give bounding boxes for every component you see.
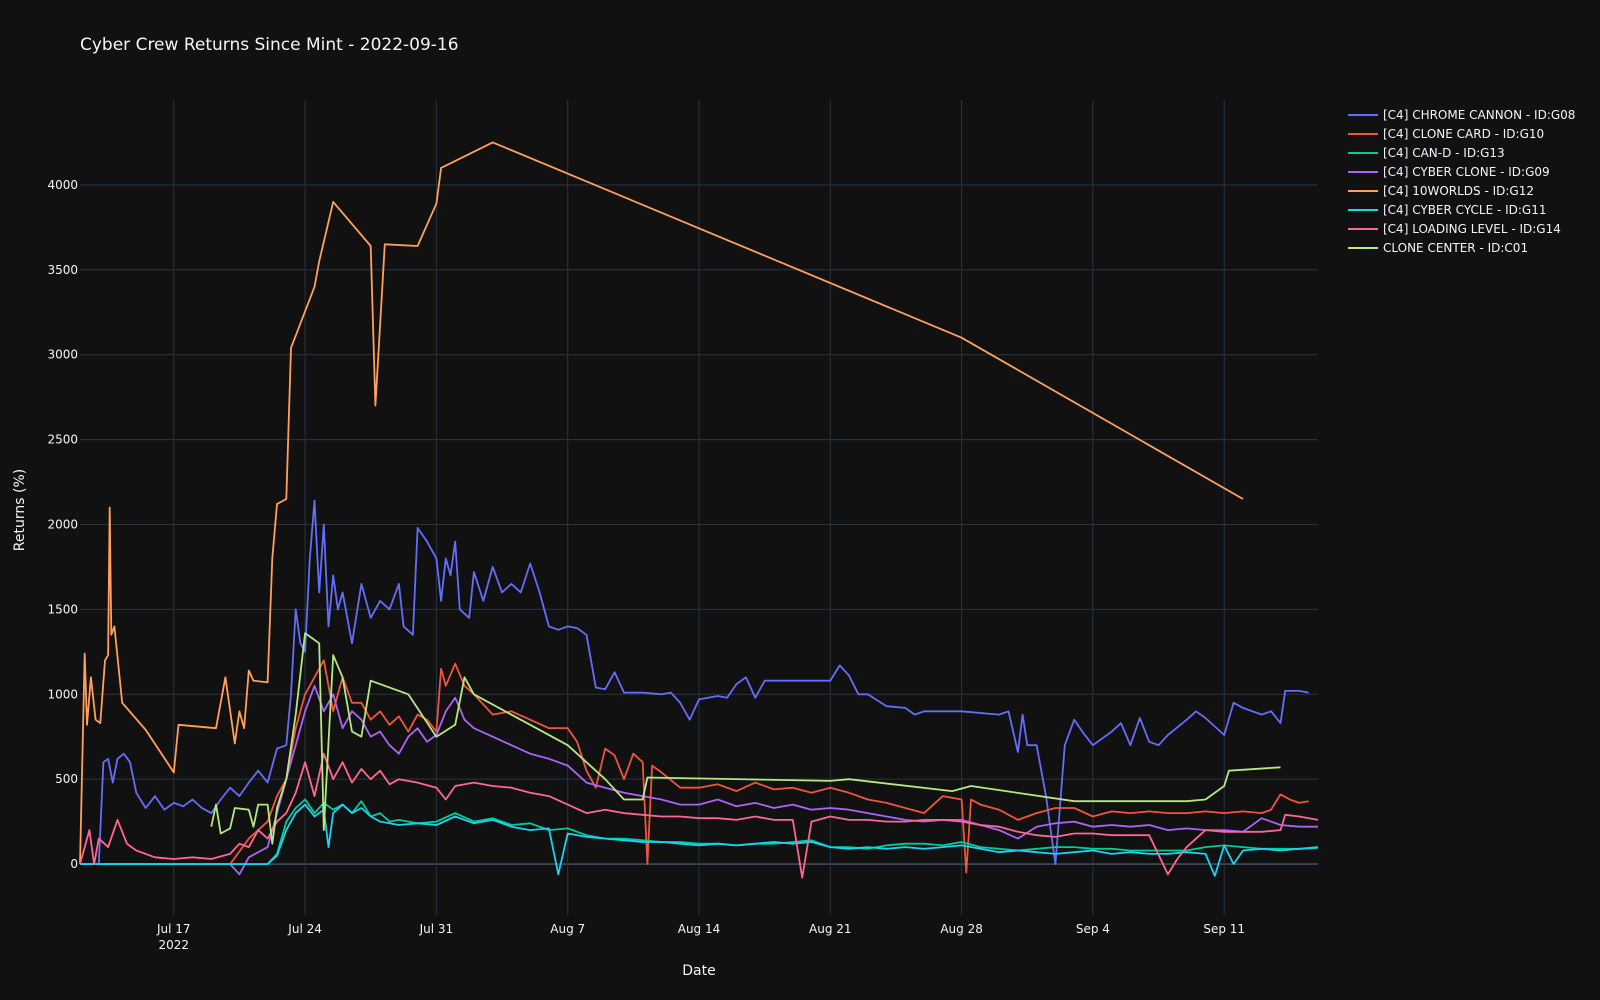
x-gridlines	[173, 100, 1225, 915]
series-line-2	[80, 659, 1309, 874]
x-tick-labels: Jul 17 2022 Jul 24 Jul 31 Aug 7 Aug 14 Aug 21 A…	[156, 922, 1245, 952]
x-tick-label: Sep 4	[1076, 922, 1110, 936]
y-tick-label: 4000	[47, 178, 78, 192]
legend-item[interactable]: [C4] CYBER CLONE - ID:G09	[1348, 165, 1550, 179]
y-tick-label: 1000	[47, 687, 78, 701]
legend-label: [C4] LOADING LEVEL - ID:G14	[1383, 222, 1561, 236]
chart-title: Cyber Crew Returns Since Mint - 2022-09-…	[80, 35, 459, 55]
series-line-1	[97, 499, 1309, 865]
legend-label: [C4] 10WORLDS - ID:G12	[1383, 184, 1534, 198]
y-axis-title: Returns (%)	[12, 469, 28, 551]
legend-label: [C4] CAN-D - ID:G13	[1383, 146, 1505, 160]
y-tick-label: 2000	[47, 517, 78, 531]
x-tick-label: Aug 7	[550, 922, 585, 936]
x-tick-label: Sep 11	[1203, 922, 1245, 936]
legend-item[interactable]: CLONE CENTER - ID:C01	[1348, 241, 1528, 255]
y-tick-label: 0	[70, 857, 78, 871]
series-line-5	[79, 141, 1244, 865]
x-tick-sublabel: 2022	[159, 938, 190, 952]
legend-label: CLONE CENTER - ID:C01	[1383, 241, 1528, 255]
x-tick-label: Jul 17	[156, 922, 191, 936]
legend-label: [C4] CLONE CARD - ID:G10	[1383, 127, 1544, 141]
y-tick-labels: 0 500 1000 1500 2000 2500 3000 3500 4000	[47, 178, 78, 871]
series-lines	[79, 141, 1319, 879]
y-tick-label: 3500	[47, 263, 78, 277]
y-tick-label: 2500	[47, 433, 78, 447]
y-tick-label: 3000	[47, 348, 78, 362]
x-axis-title: Date	[682, 963, 715, 979]
series-line-8	[210, 632, 1281, 845]
series-line-6	[80, 803, 1319, 877]
legend-item[interactable]: [C4] 10WORLDS - ID:G12	[1348, 184, 1534, 198]
x-tick-label: Jul 31	[419, 922, 454, 936]
legend-label: [C4] CYBER CLONE - ID:G09	[1383, 165, 1550, 179]
legend-item[interactable]: [C4] LOADING LEVEL - ID:G14	[1348, 222, 1561, 236]
series-line-7	[79, 752, 1319, 879]
legend-label: [C4] CHROME CANNON - ID:G08	[1383, 108, 1575, 122]
y-tick-label: 1500	[47, 602, 78, 616]
legend-item[interactable]: [C4] CLONE CARD - ID:G10	[1348, 127, 1544, 141]
x-tick-label: Jul 24	[287, 922, 322, 936]
series-line-4	[80, 684, 1318, 876]
x-tick-label: Aug 21	[809, 922, 852, 936]
legend-label: [C4] CYBER CYCLE - ID:G11	[1383, 203, 1547, 217]
legend-item[interactable]: [C4] CHROME CANNON - ID:G08	[1348, 108, 1575, 122]
legend-item[interactable]: [C4] CYBER CYCLE - ID:G11	[1348, 203, 1547, 217]
legend-item[interactable]: [C4] CAN-D - ID:G13	[1348, 146, 1505, 160]
legend: [C4] CHROME CANNON - ID:G08 [C4] CLONE CA…	[1348, 108, 1575, 255]
x-tick-label: Aug 14	[678, 922, 721, 936]
x-tick-label: Aug 28	[940, 922, 983, 936]
y-tick-label: 500	[55, 772, 78, 786]
